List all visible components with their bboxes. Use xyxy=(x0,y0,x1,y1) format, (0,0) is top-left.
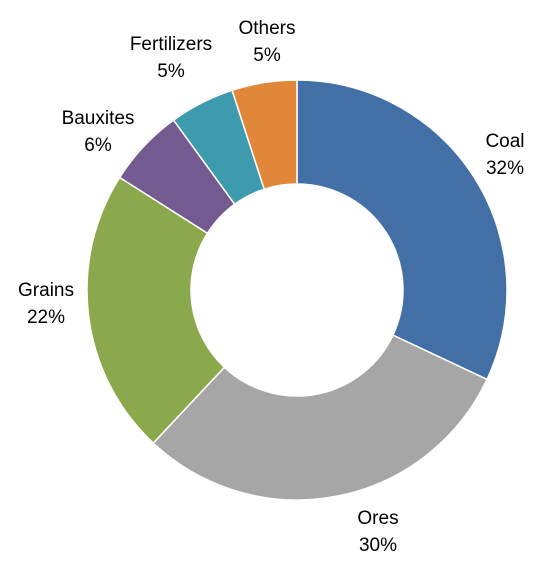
category-label-fertilizers: Fertilizers xyxy=(130,34,212,55)
chart-slices xyxy=(86,79,508,501)
slice-others xyxy=(231,79,298,191)
slice-grains xyxy=(86,176,226,445)
value-label-grains: 22% xyxy=(27,307,65,328)
category-label-coal: Coal xyxy=(485,131,524,152)
category-label-ores: Ores xyxy=(357,508,398,529)
value-label-others: 5% xyxy=(253,45,281,66)
slice-ores xyxy=(152,334,489,501)
category-label-bauxites: Bauxites xyxy=(62,108,135,129)
slice-coal xyxy=(296,79,508,381)
category-label-grains: Grains xyxy=(18,280,74,301)
value-label-ores: 30% xyxy=(359,535,397,556)
value-label-coal: 32% xyxy=(486,158,524,179)
category-label-others: Others xyxy=(238,18,295,39)
chart-labels: Coal 32% Ores 30% Grains 22% Bauxites 6% Fertili… xyxy=(18,18,525,556)
value-label-fertilizers: 5% xyxy=(157,61,185,82)
value-label-bauxites: 6% xyxy=(84,135,112,156)
